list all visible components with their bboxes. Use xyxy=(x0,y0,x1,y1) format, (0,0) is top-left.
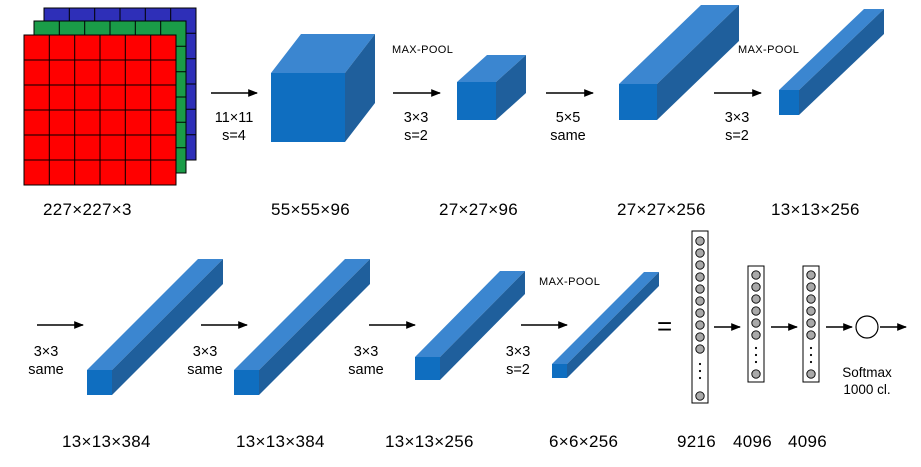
conv1-stride: s=4 xyxy=(222,128,246,144)
conv3-volume xyxy=(87,259,223,395)
conv2-kernel: 5×5 xyxy=(555,110,581,126)
conv2-pad: same xyxy=(550,128,586,144)
input-dim-label: 227×227×3 xyxy=(43,200,132,219)
pool2-title: MAX-POOL xyxy=(738,44,800,56)
conv5-op-label: 3×3 same xyxy=(336,343,396,379)
conv5-volume xyxy=(415,271,525,380)
softmax-label: Softmax 1000 cl. xyxy=(827,364,907,398)
conv2-op-label: 5×5 same xyxy=(538,109,598,145)
conv5-dim-label: 13×13×256 xyxy=(385,432,474,451)
conv3-pad: same xyxy=(28,362,64,378)
fc-flat-dim-label: 9216 xyxy=(677,432,717,451)
pool3-dim-label: 6×6×256 xyxy=(549,432,619,451)
pool3-title: MAX-POOL xyxy=(539,276,601,288)
red-channel-grid xyxy=(23,34,177,186)
conv1-kernel: 11×11 xyxy=(214,110,254,126)
conv2-dim-label: 27×27×256 xyxy=(617,200,706,219)
conv1-op-label: 11×11 s=4 xyxy=(204,109,264,145)
fc2-dim-label: 4096 xyxy=(788,432,828,451)
softmax-node xyxy=(855,315,879,339)
conv4-pad: same xyxy=(187,362,223,378)
arrows-row2 xyxy=(37,321,907,331)
conv4-kernel: 3×3 xyxy=(192,344,218,360)
conv4-dim-label: 13×13×384 xyxy=(236,432,325,451)
conv5-kernel: 3×3 xyxy=(353,344,379,360)
pool1-kernel: 3×3 xyxy=(403,110,429,126)
pool2-dim-label: 13×13×256 xyxy=(771,200,860,219)
pool1-op-label: 3×3 s=2 xyxy=(386,109,446,145)
pool1-dim-label: 27×27×96 xyxy=(439,200,518,219)
conv4-op-label: 3×3 same xyxy=(175,343,235,379)
input-image-stack xyxy=(23,7,197,186)
conv3-op-label: 3×3 same xyxy=(16,343,76,379)
conv2-volume xyxy=(619,5,739,120)
pool3-op-label: 3×3 s=2 xyxy=(488,343,548,379)
pool3-volume xyxy=(552,272,659,378)
conv3-kernel: 3×3 xyxy=(33,344,59,360)
pool2-op-label: 3×3 s=2 xyxy=(707,109,767,145)
pool1-volume xyxy=(457,55,526,120)
conv3-dim-label: 13×13×384 xyxy=(62,432,151,451)
fc-flatten-column xyxy=(691,230,709,404)
softmax-line2: 1000 cl. xyxy=(843,382,891,397)
pool1-title: MAX-POOL xyxy=(392,44,454,56)
pool3-stride: s=2 xyxy=(506,362,530,378)
fc1-dim-label: 4096 xyxy=(733,432,773,451)
conv5-pad: same xyxy=(348,362,384,378)
equals-sign: = xyxy=(657,311,673,341)
fc1-column xyxy=(747,265,765,383)
pool3-kernel: 3×3 xyxy=(505,344,531,360)
fc2-column xyxy=(802,265,820,383)
conv4-volume xyxy=(234,259,370,395)
pool2-stride: s=2 xyxy=(725,128,749,144)
softmax-line1: Softmax xyxy=(842,365,892,380)
conv1-volume xyxy=(271,34,375,142)
conv1-dim-label: 55×55×96 xyxy=(271,200,350,219)
pool2-kernel: 3×3 xyxy=(724,110,750,126)
pool2-volume xyxy=(779,9,884,115)
pool1-stride: s=2 xyxy=(404,128,428,144)
